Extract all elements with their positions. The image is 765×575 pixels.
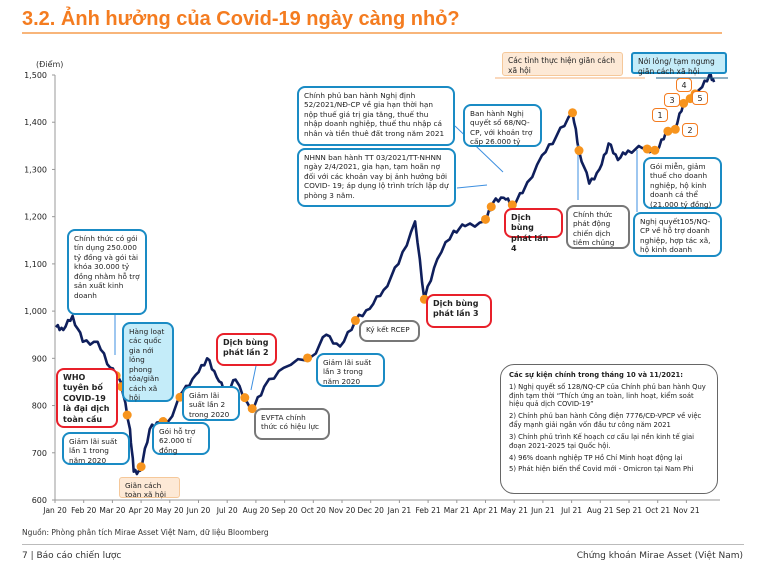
annotation-outbreak-4: Dịch bùng phát lần 4 [504, 208, 563, 253]
event-marker [122, 410, 132, 420]
y-tick-label: 1,300 [24, 165, 47, 174]
y-tick-label: 1,200 [24, 213, 47, 222]
annotation-rcep: Ký kết RCEP [359, 320, 420, 342]
y-tick-label: 900 [32, 354, 47, 363]
event-badge-2: 2 [682, 123, 698, 137]
y-tick-label: 1,100 [24, 260, 47, 269]
key-event-item: 4) 96% doanh nghiệp TP Hồ Chí Minh hoạt … [509, 453, 683, 462]
event-marker [670, 124, 680, 134]
key-event-item: 1) Nghị quyết số 128/NQ-CP của Chính phủ… [509, 382, 706, 409]
event-marker [679, 98, 689, 108]
y-tick-label: 1,000 [24, 307, 47, 316]
annotation-circular-03: NHNN ban hành TT 03/2021/TT-NHNN ngày 2/… [297, 148, 456, 207]
footer-divider [22, 544, 744, 545]
y-tick-label: 1,400 [24, 118, 47, 127]
event-marker [568, 108, 578, 118]
vnindex-line [54, 72, 716, 476]
event-marker [663, 126, 673, 136]
y-axis-label: (Điểm) [36, 59, 63, 69]
annotation-outbreak-3: Dịch bùng phát lần 3 [426, 294, 492, 328]
x-tick-label: Mar 20 [99, 506, 125, 515]
footer-left: 7 | Báo cáo chiến lược [22, 551, 122, 561]
event-marker [481, 214, 490, 224]
annotation-decree-52: Chính phủ ban hành Nghị định 52/2021/NĐ-… [297, 86, 455, 146]
x-tick-label: Sep 21 [616, 506, 642, 515]
event-badge-4: 4 [676, 78, 692, 92]
source-note: Nguồn: Phòng phân tích Mirae Asset Việt … [22, 528, 269, 537]
x-tick-label: Oct 21 [645, 506, 670, 515]
x-tick-label: Jun 21 [530, 506, 555, 515]
event-badge-1: 1 [652, 108, 668, 122]
annotation-rate-cut-2: Giảm lãi suất lần 2 trong 2020 [182, 386, 240, 421]
annotation-vaccination: Chính thức phát động chiến dịch tiêm chủ… [566, 205, 630, 249]
annotation-lockdown-easing: Hàng loạt các quốc gia nới lỏng phong tỏ… [122, 322, 174, 402]
annotation-pointer [250, 365, 257, 391]
x-tick-label: Jan 20 [42, 506, 67, 515]
x-tick-label: Apr 20 [129, 506, 154, 515]
key-event-item: 2) Chính phủ ban hành Công điện 7776/CĐ-… [509, 412, 702, 430]
x-tick-label: May 20 [156, 506, 184, 515]
x-tick-label: Dec 20 [357, 506, 384, 515]
event-marker [240, 393, 250, 403]
x-tick-label: Mar 21 [444, 506, 470, 515]
x-tick-label: May 21 [500, 506, 528, 515]
x-tick-label: Apr 21 [473, 506, 498, 515]
x-tick-label: Nov 21 [673, 506, 700, 515]
annotation-evfta: EVFTA chính thức có hiệu lực [254, 408, 330, 440]
y-tick-label: 700 [32, 449, 47, 458]
x-tick-label: Feb 21 [415, 506, 440, 515]
x-tick-label: Jul 20 [216, 506, 238, 515]
event-marker [642, 144, 652, 154]
x-tick-label: Aug 21 [587, 506, 614, 515]
y-tick-label: 1,500 [24, 71, 47, 80]
page-title: 3.2. Ảnh hưởng của Covid-19 ngày càng nh… [22, 8, 460, 30]
event-badge-5: 5 [692, 91, 708, 105]
event-badge-3: 3 [664, 93, 680, 107]
x-tick-label: Jan 21 [387, 506, 412, 515]
x-tick-label: Jun 20 [186, 506, 211, 515]
annotation-who-pandemic: WHO tuyên bố COVID-19 là đại dịch toàn c… [56, 368, 118, 428]
title-divider [22, 32, 722, 34]
event-marker [303, 353, 313, 363]
event-marker [507, 200, 517, 210]
x-tick-label: Sep 20 [272, 506, 298, 515]
event-marker [650, 145, 660, 155]
y-tick-label: 600 [32, 496, 47, 505]
x-tick-label: Aug 20 [243, 506, 270, 515]
key-event-item: 5) Phát hiện biến thể Covid mới - Omicro… [509, 465, 694, 474]
key-events-box: Các sự kiện chính trong tháng 10 và 11/2… [500, 364, 718, 494]
event-marker [136, 462, 146, 472]
annotation-outbreak-2: Dịch bùng phát lần 2 [216, 333, 277, 366]
annotation-resolution-68: Ban hành Nghị quyết số 68/NQ-CP, với kho… [463, 104, 542, 147]
y-tick-label: 800 [32, 402, 47, 411]
annotation-national-distancing: Giãn cách toàn xã hội [119, 477, 180, 499]
annotation-pointer [456, 184, 488, 189]
footer-right: Chứng khoán Mirae Asset (Việt Nam) [576, 551, 743, 561]
annotation-social-distancing: Các tỉnh thực hiện giãn cách xã hội [502, 52, 623, 76]
annotation-62000-package: Gói hỗ trợ 62.000 tỉ đồng [152, 422, 210, 455]
event-marker [350, 316, 360, 326]
annotation-rate-cut-1: Giảm lãi suất lần 1 trong năm 2020 [62, 432, 130, 465]
x-tick-label: Oct 20 [301, 506, 326, 515]
annotation-resolution-105: Nghị quyết105/NQ-CP về hỗ trợ doanh nghi… [633, 212, 722, 257]
annotation-reopening: Nới lỏng/ tạm ngưng giãn cách xã hội [631, 52, 727, 76]
key-events-heading: Các sự kiện chính trong tháng 10 và 11/2… [509, 371, 683, 379]
annotation-rate-cut-3: Giảm lãi suất lần 3 trong năm 2020 [316, 353, 385, 387]
x-tick-label: Nov 20 [329, 506, 356, 515]
event-marker [574, 146, 584, 156]
x-tick-label: Feb 20 [71, 506, 96, 515]
annotation-credit-package: Chính thức có gói tín dụng 250.000 tỷ đồ… [67, 229, 147, 315]
event-marker [486, 202, 496, 212]
annotation-tax-relief: Gói miễn, giảm thuế cho doanh nghiệp, hộ… [643, 157, 722, 209]
x-tick-label: Jul 21 [560, 506, 582, 515]
key-event-item: 3) Chính phủ trình Kế hoạch cơ cấu lại n… [509, 432, 695, 450]
